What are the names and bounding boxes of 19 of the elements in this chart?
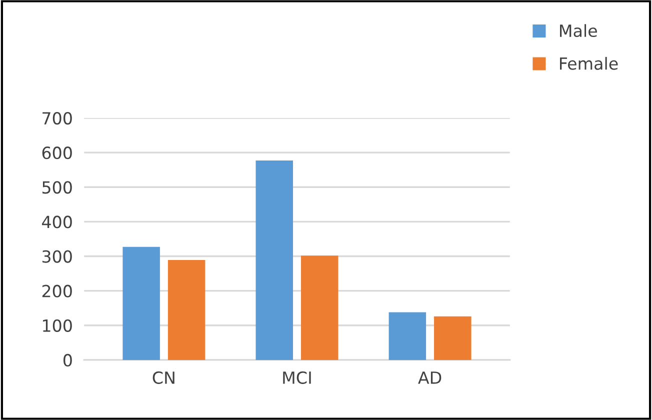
bar xyxy=(434,316,472,360)
x-tick-label: MCI xyxy=(283,371,311,384)
y-tick-label: 100 xyxy=(43,319,72,332)
y-tick-label: 400 xyxy=(42,216,72,228)
y-tick-label: 700 xyxy=(42,112,72,125)
y-tick-label: 500 xyxy=(42,181,72,194)
y-tick-label: 600 xyxy=(42,146,72,160)
legend-label: Female xyxy=(560,56,618,70)
bar xyxy=(122,246,160,360)
bar xyxy=(388,312,426,360)
y-tick-label: 200 xyxy=(42,284,72,298)
y-tick-label: 0 xyxy=(63,354,72,367)
x-tick-label: CN xyxy=(152,371,174,384)
bar xyxy=(256,160,293,360)
legend-label: Male xyxy=(560,24,597,38)
bar xyxy=(300,256,338,360)
bar xyxy=(168,260,206,360)
y-tick-label: 300 xyxy=(42,250,72,263)
x-tick-label: AD xyxy=(418,372,442,384)
